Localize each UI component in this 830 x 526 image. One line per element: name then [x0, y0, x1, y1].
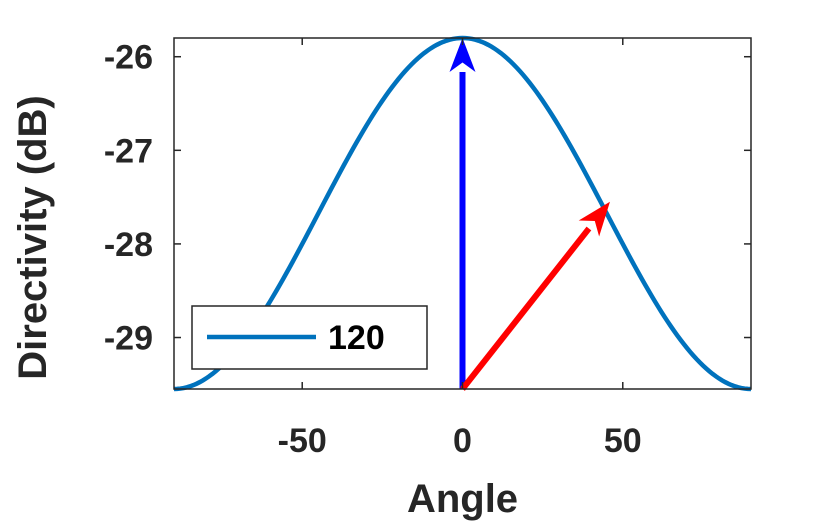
- x-axis-label: Angle: [407, 477, 518, 521]
- y-tick-label: -28: [104, 226, 153, 264]
- arrow-head-0: [449, 38, 476, 72]
- y-tick-label: -27: [104, 132, 153, 170]
- arrow-head-1: [578, 201, 610, 237]
- y-tick-label: -29: [104, 320, 153, 358]
- arrow-shaft-1: [460, 226, 592, 391]
- arrow-layer: [449, 38, 610, 391]
- x-tick-label: 50: [604, 422, 642, 460]
- y-ticks: -26 -27 -28 -29: [104, 39, 751, 358]
- x-tick-label: -50: [278, 422, 327, 460]
- y-axis-label: Directivity (dB): [11, 95, 55, 380]
- y-tick-label: -26: [104, 39, 153, 77]
- legend-entry: 120: [328, 319, 385, 357]
- x-ticks: -50 0 50: [278, 38, 642, 460]
- x-tick-label: 0: [453, 422, 472, 460]
- legend: 120: [191, 305, 428, 370]
